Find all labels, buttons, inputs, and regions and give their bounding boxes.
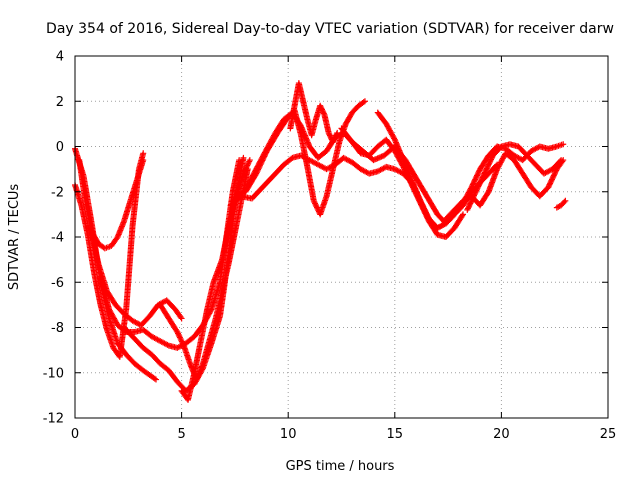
data-point-interp <box>557 158 564 165</box>
plot-frame <box>74 55 609 419</box>
data-point-interp <box>260 156 267 163</box>
data-point-interp <box>243 163 250 170</box>
data-point-interp <box>288 155 295 162</box>
data-point <box>460 211 467 218</box>
data-point-interp <box>256 162 263 169</box>
data-point-interp <box>261 153 268 160</box>
data-point-interp <box>257 161 264 168</box>
data-point-interp <box>241 167 248 174</box>
data-point-interp <box>151 375 158 382</box>
series-arc-p <box>464 141 565 213</box>
data-point-interp <box>245 159 252 166</box>
data-point <box>334 129 341 136</box>
x-tick-label: 5 <box>177 427 185 442</box>
data-point <box>253 170 260 177</box>
data-point-interp <box>391 135 398 142</box>
data-point <box>240 154 247 161</box>
data-point-interp <box>244 161 251 168</box>
data-point-interp <box>459 212 466 219</box>
y-tick-label: 0 <box>56 140 64 155</box>
y-tick-label: -8 <box>51 321 64 336</box>
data-point <box>140 150 147 157</box>
data-point-interp <box>242 165 249 172</box>
data-point-interp <box>320 110 327 117</box>
data-point-interp <box>255 165 262 172</box>
data-point-interp <box>261 152 268 159</box>
data-point-interp <box>178 337 185 344</box>
data-point-interp <box>178 338 185 345</box>
data-point-interp <box>467 185 474 192</box>
y-tick-label: -2 <box>51 185 64 200</box>
x-tick-label: 15 <box>387 427 404 442</box>
axis-ticks: 0 5 10 15 20 25 -12 -10 -8 -6 -4 -2 0 2 4 <box>43 50 617 443</box>
series-arc-k <box>242 98 368 218</box>
data-point-interp <box>256 163 263 170</box>
y-tick-label: -12 <box>43 412 64 427</box>
data-point <box>153 376 160 383</box>
series-arc-l <box>287 80 341 145</box>
data-points <box>72 80 569 403</box>
data-point-interp <box>313 204 320 211</box>
data-point-interp <box>242 166 249 173</box>
data-point-interp <box>241 169 248 176</box>
data-point <box>558 157 565 164</box>
data-point-interp <box>262 150 269 157</box>
y-tick-label: -4 <box>51 231 64 246</box>
series-arc-h <box>178 157 253 403</box>
data-point-interp <box>311 199 318 206</box>
x-tick-label: 25 <box>600 427 617 442</box>
data-point-interp <box>258 160 265 167</box>
data-point-interp <box>180 341 187 348</box>
data-point-interp <box>244 162 251 169</box>
data-point-interp <box>174 330 181 337</box>
series-arc-a <box>72 150 147 360</box>
data-point-interp <box>258 158 265 165</box>
data-point <box>240 170 247 177</box>
data-point-interp <box>360 99 367 106</box>
series-arc-o <box>442 150 567 222</box>
data-point-interp <box>246 158 253 165</box>
y-tick-label: -6 <box>51 276 64 291</box>
series-arc-q <box>494 141 567 164</box>
data-point <box>361 98 368 105</box>
data-point-interp <box>260 154 267 161</box>
data-point-interp <box>255 166 262 173</box>
x-tick-label: 0 <box>71 427 79 442</box>
data-point-interp <box>177 335 184 342</box>
data-point-interp <box>561 198 568 205</box>
data-point-interp <box>176 333 183 340</box>
data-point <box>178 315 185 322</box>
x-tick-label: 10 <box>280 427 297 442</box>
y-tick-label: -10 <box>43 366 64 381</box>
series-arc-r <box>553 197 569 211</box>
data-point-interp <box>176 334 183 341</box>
x-tick-label: 20 <box>493 427 510 442</box>
data-point-interp <box>179 339 186 346</box>
data-point-interp <box>253 169 260 176</box>
y-tick-label: 4 <box>56 50 64 65</box>
data-point <box>310 197 317 204</box>
data-point-interp <box>175 331 182 338</box>
data-point-interp <box>312 201 319 208</box>
data-point-interp <box>177 314 184 321</box>
chart-title: Day 354 of 2016, Sidereal Day-to-day VTE… <box>46 21 614 37</box>
data-point-interp <box>259 157 266 164</box>
data-point <box>174 329 181 336</box>
data-point-interp <box>313 203 320 210</box>
series-arc-c <box>76 157 147 252</box>
y-axis-label: SDTVAR / TECUs <box>7 184 22 291</box>
data-point <box>246 157 253 164</box>
y-tick-label: 2 <box>56 95 64 110</box>
data-point-interp <box>312 200 319 207</box>
x-axis-label: GPS time / hours <box>286 459 395 474</box>
data-point <box>560 141 567 148</box>
data-point-interp <box>333 131 340 138</box>
data-point-interp <box>254 167 261 174</box>
data-point <box>140 157 147 164</box>
data-point <box>562 197 569 204</box>
grid <box>75 56 608 418</box>
